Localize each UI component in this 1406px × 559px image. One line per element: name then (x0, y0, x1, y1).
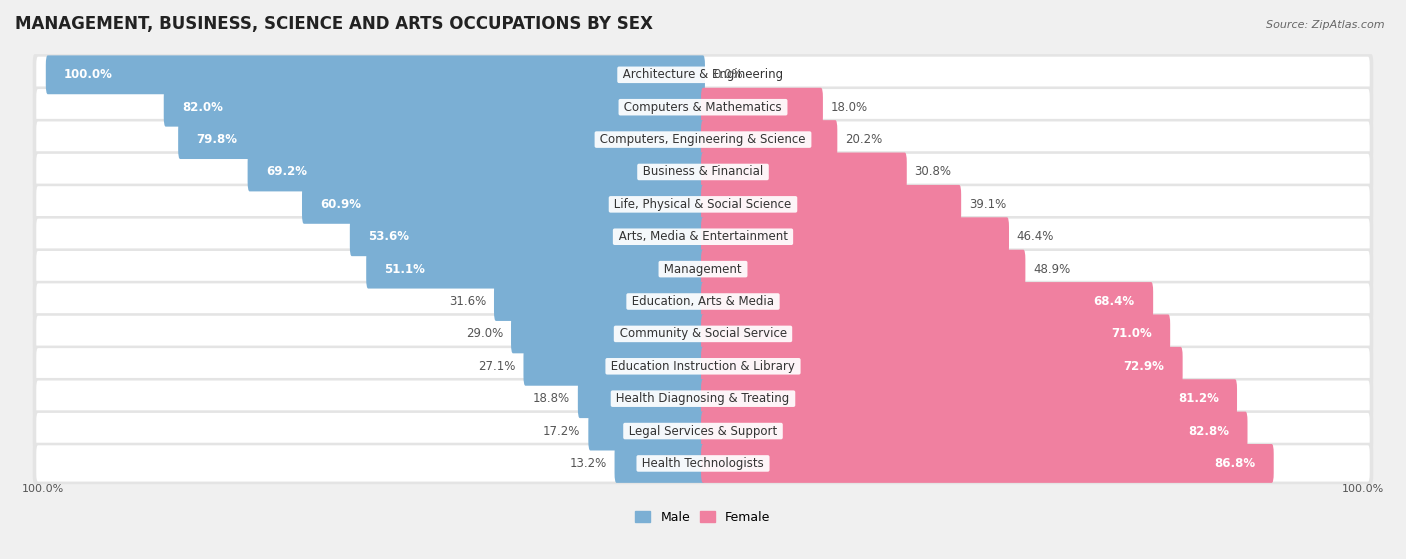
FancyBboxPatch shape (32, 87, 1374, 128)
FancyBboxPatch shape (247, 153, 704, 191)
Text: 71.0%: 71.0% (1111, 328, 1152, 340)
FancyBboxPatch shape (350, 217, 704, 256)
FancyBboxPatch shape (702, 185, 962, 224)
FancyBboxPatch shape (702, 250, 1025, 288)
Text: MANAGEMENT, BUSINESS, SCIENCE AND ARTS OCCUPATIONS BY SEX: MANAGEMENT, BUSINESS, SCIENCE AND ARTS O… (15, 15, 652, 33)
FancyBboxPatch shape (163, 88, 704, 127)
Text: 31.6%: 31.6% (449, 295, 486, 308)
Text: 82.0%: 82.0% (183, 101, 224, 113)
Text: 30.8%: 30.8% (915, 165, 952, 178)
FancyBboxPatch shape (37, 413, 1369, 449)
Text: 29.0%: 29.0% (465, 328, 503, 340)
Text: Health Technologists: Health Technologists (638, 457, 768, 470)
Text: 86.8%: 86.8% (1215, 457, 1256, 470)
Text: Arts, Media & Entertainment: Arts, Media & Entertainment (614, 230, 792, 243)
Text: 18.0%: 18.0% (831, 101, 868, 113)
FancyBboxPatch shape (32, 183, 1374, 225)
FancyBboxPatch shape (702, 444, 1274, 483)
FancyBboxPatch shape (37, 316, 1369, 352)
FancyBboxPatch shape (32, 248, 1374, 290)
FancyBboxPatch shape (37, 186, 1369, 222)
FancyBboxPatch shape (32, 151, 1374, 193)
Text: Management: Management (661, 263, 745, 276)
FancyBboxPatch shape (37, 219, 1369, 255)
FancyBboxPatch shape (32, 281, 1374, 322)
FancyBboxPatch shape (37, 154, 1369, 190)
Text: Community & Social Service: Community & Social Service (616, 328, 790, 340)
Text: 60.9%: 60.9% (321, 198, 361, 211)
FancyBboxPatch shape (37, 89, 1369, 125)
FancyBboxPatch shape (32, 119, 1374, 160)
FancyBboxPatch shape (32, 378, 1374, 419)
Text: Life, Physical & Social Science: Life, Physical & Social Science (610, 198, 796, 211)
Text: 69.2%: 69.2% (266, 165, 307, 178)
FancyBboxPatch shape (37, 446, 1369, 481)
Text: 27.1%: 27.1% (478, 360, 516, 373)
FancyBboxPatch shape (702, 88, 823, 127)
Text: Computers & Mathematics: Computers & Mathematics (620, 101, 786, 113)
FancyBboxPatch shape (37, 121, 1369, 158)
FancyBboxPatch shape (702, 282, 1153, 321)
FancyBboxPatch shape (37, 56, 1369, 93)
Text: 46.4%: 46.4% (1017, 230, 1054, 243)
Text: 39.1%: 39.1% (969, 198, 1007, 211)
Text: 82.8%: 82.8% (1188, 424, 1229, 438)
FancyBboxPatch shape (32, 54, 1374, 96)
FancyBboxPatch shape (588, 411, 704, 451)
FancyBboxPatch shape (37, 348, 1369, 385)
FancyBboxPatch shape (702, 315, 1170, 353)
Text: Source: ZipAtlas.com: Source: ZipAtlas.com (1267, 20, 1385, 30)
FancyBboxPatch shape (32, 345, 1374, 387)
FancyBboxPatch shape (702, 347, 1182, 386)
FancyBboxPatch shape (614, 444, 704, 483)
Text: 100.0%: 100.0% (65, 68, 112, 81)
FancyBboxPatch shape (510, 315, 704, 353)
FancyBboxPatch shape (366, 250, 704, 288)
Text: 48.9%: 48.9% (1033, 263, 1070, 276)
Text: 79.8%: 79.8% (197, 133, 238, 146)
Text: 81.2%: 81.2% (1178, 392, 1219, 405)
FancyBboxPatch shape (702, 120, 838, 159)
Text: Legal Services & Support: Legal Services & Support (626, 424, 780, 438)
FancyBboxPatch shape (37, 283, 1369, 320)
FancyBboxPatch shape (32, 313, 1374, 354)
Text: 68.4%: 68.4% (1094, 295, 1135, 308)
Text: 13.2%: 13.2% (569, 457, 606, 470)
Text: Business & Financial: Business & Financial (638, 165, 768, 178)
Text: 0.0%: 0.0% (713, 68, 742, 81)
FancyBboxPatch shape (702, 411, 1247, 451)
FancyBboxPatch shape (702, 379, 1237, 418)
Text: 51.1%: 51.1% (385, 263, 426, 276)
FancyBboxPatch shape (494, 282, 704, 321)
Text: 18.8%: 18.8% (533, 392, 569, 405)
Text: 17.2%: 17.2% (543, 424, 581, 438)
FancyBboxPatch shape (702, 153, 907, 191)
FancyBboxPatch shape (302, 185, 704, 224)
Text: 20.2%: 20.2% (845, 133, 883, 146)
FancyBboxPatch shape (37, 251, 1369, 287)
FancyBboxPatch shape (32, 216, 1374, 258)
Text: Education Instruction & Library: Education Instruction & Library (607, 360, 799, 373)
FancyBboxPatch shape (46, 55, 704, 94)
Text: 72.9%: 72.9% (1123, 360, 1164, 373)
FancyBboxPatch shape (523, 347, 704, 386)
Text: Computers, Engineering & Science: Computers, Engineering & Science (596, 133, 810, 146)
Legend: Male, Female: Male, Female (630, 506, 776, 529)
FancyBboxPatch shape (578, 379, 704, 418)
Text: Architecture & Engineering: Architecture & Engineering (619, 68, 787, 81)
Text: 100.0%: 100.0% (21, 484, 63, 494)
FancyBboxPatch shape (32, 443, 1374, 484)
Text: Education, Arts & Media: Education, Arts & Media (628, 295, 778, 308)
FancyBboxPatch shape (32, 410, 1374, 452)
FancyBboxPatch shape (702, 217, 1010, 256)
Text: Health Diagnosing & Treating: Health Diagnosing & Treating (613, 392, 793, 405)
FancyBboxPatch shape (37, 381, 1369, 417)
Text: 100.0%: 100.0% (1343, 484, 1385, 494)
FancyBboxPatch shape (179, 120, 704, 159)
Text: 53.6%: 53.6% (368, 230, 409, 243)
